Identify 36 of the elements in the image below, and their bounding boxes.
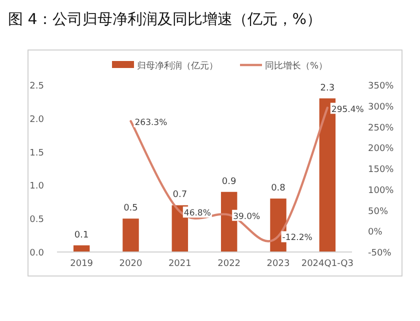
y-tick-label: 0.5 bbox=[30, 215, 44, 226]
y-tick-label: 2.5 bbox=[30, 82, 44, 92]
x-tick-label: 2021 bbox=[168, 259, 192, 269]
data-label: 0.9 bbox=[222, 176, 237, 187]
data-label: 0.7 bbox=[172, 190, 188, 200]
data-label: 0.8 bbox=[271, 184, 286, 194]
y2-tick-label: -50% bbox=[368, 248, 392, 258]
data-label: 46.8% bbox=[184, 208, 211, 219]
y-tick-label: 0.0 bbox=[30, 248, 44, 258]
y-tick-label: 1.5 bbox=[30, 148, 44, 158]
y-tick-label: 1.0 bbox=[30, 182, 44, 192]
y-tick-label: 2.0 bbox=[30, 114, 44, 125]
data-label: 295.4% bbox=[331, 104, 364, 115]
x-tick-label: 2020 bbox=[119, 259, 142, 269]
y2-tick-label: 50% bbox=[368, 206, 388, 217]
chart-title: 图 4：公司归母净利润及同比增速（亿元，%） bbox=[8, 10, 322, 28]
x-tick-label: 2022 bbox=[218, 259, 241, 269]
y2-tick-label: 100% bbox=[368, 186, 394, 196]
legend-label: 同比增长（%） bbox=[265, 60, 328, 72]
y2-tick-label: 200% bbox=[368, 144, 394, 154]
y2-tick-label: 350% bbox=[368, 82, 394, 92]
data-label: 0.5 bbox=[124, 204, 138, 214]
data-label: -12.2% bbox=[282, 233, 312, 244]
x-tick-label: 2023 bbox=[266, 259, 290, 269]
x-tick-label: 2024Q1-Q3 bbox=[301, 259, 354, 269]
data-label: 263.3% bbox=[134, 118, 168, 128]
legend-label: 归母净利润（亿元） bbox=[137, 60, 218, 72]
data-label: 39.0% bbox=[233, 212, 260, 222]
data-label: 2.3 bbox=[320, 83, 335, 94]
x-tick-label: 2019 bbox=[70, 259, 94, 269]
y2-tick-label: 0% bbox=[368, 228, 383, 238]
data-label: 0.1 bbox=[74, 230, 89, 240]
y2-tick-label: 300% bbox=[368, 102, 394, 112]
bar bbox=[122, 218, 139, 252]
y2-tick-label: 150% bbox=[368, 165, 394, 175]
y2-tick-label: 250% bbox=[368, 123, 394, 134]
